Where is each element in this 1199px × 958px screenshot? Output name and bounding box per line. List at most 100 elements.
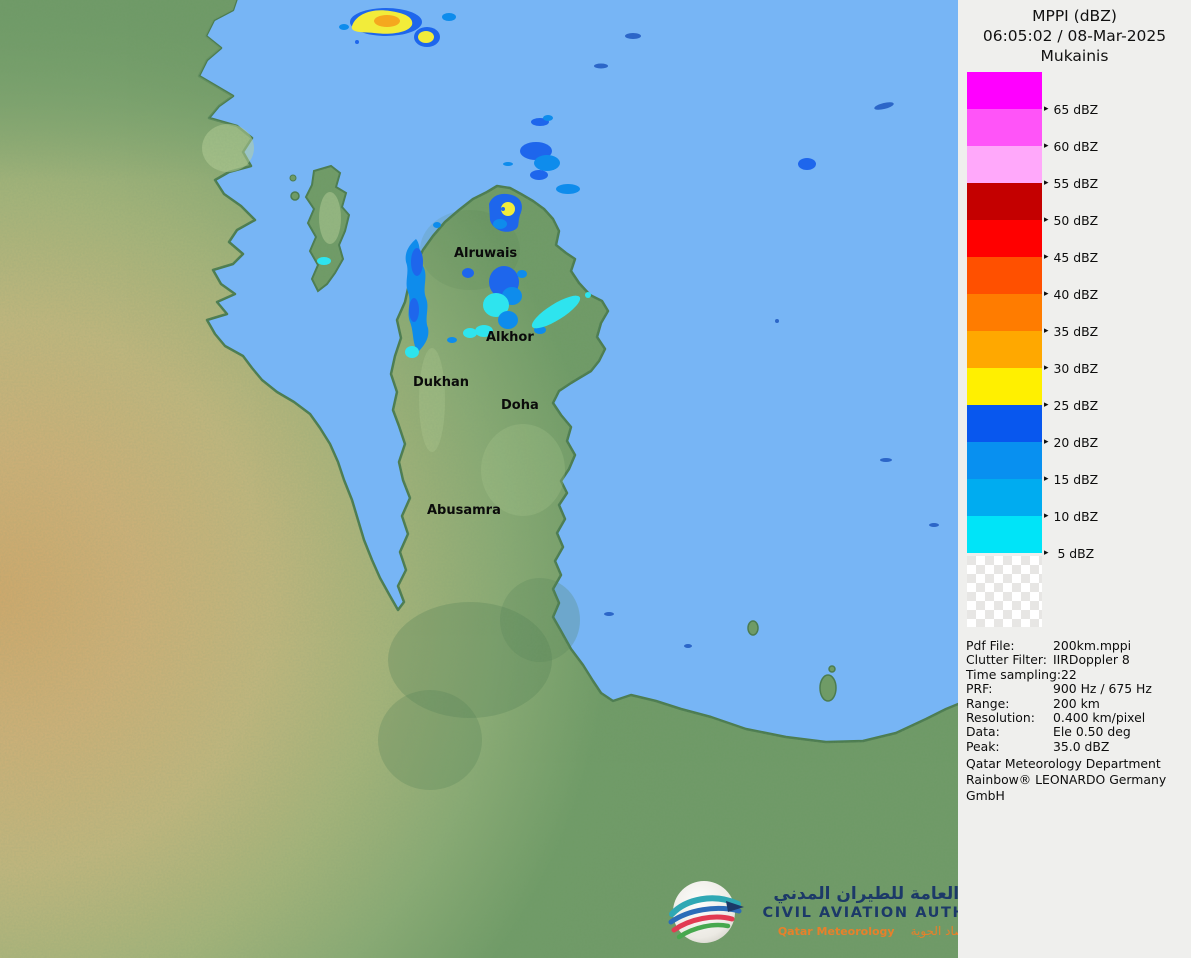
meta-value: IIRDoppler 8 xyxy=(1053,652,1130,668)
meta-label: Clutter Filter: xyxy=(966,652,1047,668)
legend-band-15-dbz xyxy=(967,442,1042,479)
legend-band-50-dbz xyxy=(967,183,1042,220)
radar-map-canvas: Alruwais Alkhor Dukhan Doha Abusamra الهيئة … xyxy=(0,0,1022,958)
legend-label-55-dbz: ▸ 55 dBZ xyxy=(1044,175,1098,191)
legend-label-text: 35 dBZ xyxy=(1053,323,1099,339)
legend-label-15-dbz: ▸ 15 dBZ xyxy=(1044,471,1098,487)
meta-label: PRF: xyxy=(966,681,993,697)
legend-band-45-dbz xyxy=(967,220,1042,257)
meta-row-pdf-file: Pdf File: 200km.mppi xyxy=(966,638,1191,653)
legend-label-50-dbz: ▸ 50 dBZ xyxy=(1044,212,1098,228)
scan-datetime: 06:05:02 / 08-Mar-2025 xyxy=(982,27,1167,45)
city-label-doha: Doha xyxy=(501,398,539,413)
legend-label-5-dbz: ▸ 5 dBZ xyxy=(1044,545,1094,561)
meta-value: 200km.mppi xyxy=(1053,638,1132,653)
legend-band-55-dbz xyxy=(967,146,1042,183)
meta-value: 22 xyxy=(1061,666,1077,682)
legend-tick-arrow-icon: ▸ xyxy=(1044,511,1049,521)
legend-no-data-checkerboard xyxy=(967,556,1042,627)
city-label-dukhan: Dukhan xyxy=(413,375,469,390)
legend-label-text: 30 dBZ xyxy=(1053,360,1099,376)
legend-band-25-dbz xyxy=(967,368,1042,405)
legend-tick-arrow-icon: ▸ xyxy=(1044,104,1049,114)
caa-globe-icon xyxy=(668,881,744,943)
legend-label-30-dbz: ▸ 30 dBZ xyxy=(1044,360,1098,376)
legend-label-60-dbz: ▸ 60 dBZ xyxy=(1044,138,1098,154)
caa-english-title: CIVIL AVIATION AUTHORITY xyxy=(762,905,1024,922)
radar-map-svg: Alruwais Alkhor Dukhan Doha Abusamra xyxy=(0,0,958,958)
legend-band-5-dbz xyxy=(967,516,1042,553)
qatar-meteorology-label: Qatar Meteorology xyxy=(777,924,895,938)
caa-arabic-title: الهيئة العامة للطيران المدني xyxy=(773,884,1013,905)
legend-label-45-dbz: ▸ 45 dBZ xyxy=(1044,249,1098,265)
legend-band-20-dbz xyxy=(967,405,1042,442)
legend-tick-arrow-icon: ▸ xyxy=(1044,400,1049,410)
legend-tick-arrow-icon: ▸ xyxy=(1044,141,1049,151)
legend-tick-arrow-icon: ▸ xyxy=(1044,178,1049,188)
legend-label-40-dbz: ▸ 40 dBZ xyxy=(1044,286,1098,302)
meta-row-data: Data: Ele 0.50 deg xyxy=(966,724,1191,740)
legend-label-text: 60 dBZ xyxy=(1053,138,1099,154)
credits: Qatar Meteorology Department Rainbow® LE… xyxy=(958,756,1191,804)
meta-label: Peak: xyxy=(966,738,1000,754)
product-header: MPPI (dBZ) 06:05:02 / 08-Mar-2025 Mukain… xyxy=(958,0,1191,66)
credit-department: Qatar Meteorology Department xyxy=(966,756,1161,772)
radar-echoes xyxy=(317,8,939,648)
meta-value: 35.0 dBZ xyxy=(1053,738,1110,754)
meta-row-time-sampling: Time sampling:22 xyxy=(966,666,1191,682)
radar-station-name: Mukainis xyxy=(1040,47,1109,65)
legend-label-text: 40 dBZ xyxy=(1053,286,1099,302)
dbz-color-legend: ▸ 65 dBZ ▸ 60 dBZ ▸ 55 dBZ ▸ 50 dBZ ▸ 45 dBZ ▸ 40 d… xyxy=(958,72,1191,630)
meta-value: 200 km xyxy=(1053,695,1100,711)
legend-label-65-dbz: ▸ 65 dBZ xyxy=(1044,101,1098,117)
legend-label-20-dbz: ▸ 20 dBZ xyxy=(1044,434,1098,450)
meta-label: Data: xyxy=(966,724,1000,740)
info-sidebar: MPPI (dBZ) 06:05:02 / 08-Mar-2025 Mukain… xyxy=(958,0,1191,958)
meta-label: Pdf File: xyxy=(966,638,1015,653)
legend-band-65-dbz xyxy=(967,72,1042,109)
legend-tick-arrow-icon: ▸ xyxy=(1044,289,1049,299)
legend-band-30-dbz xyxy=(967,331,1042,368)
right-edge-strip xyxy=(1191,0,1199,958)
legend-band-10-dbz xyxy=(967,479,1042,516)
legend-label-25-dbz: ▸ 25 dBZ xyxy=(1044,397,1098,413)
city-label-alruwais: Alruwais xyxy=(454,246,517,261)
legend-tick-arrow-icon: ▸ xyxy=(1044,363,1049,373)
legend-label-text: 45 dBZ xyxy=(1053,249,1099,265)
legend-label-text: 50 dBZ xyxy=(1053,212,1099,228)
city-label-alkhor: Alkhor xyxy=(486,330,534,345)
legend-label-text: 10 dBZ xyxy=(1053,508,1099,524)
legend-tick-arrow-icon: ▸ xyxy=(1044,252,1049,262)
meta-row-prf: PRF: 900 Hz / 675 Hz xyxy=(966,681,1191,697)
meta-row-clutter-filter: Clutter Filter: IIRDoppler 8 xyxy=(966,652,1191,668)
legend-label-text: 15 dBZ xyxy=(1053,471,1099,487)
city-label-abusamra: Abusamra xyxy=(427,503,501,518)
legend-tick-arrow-icon: ▸ xyxy=(1044,215,1049,225)
legend-label-text: 20 dBZ xyxy=(1053,434,1099,450)
meta-row-peak: Peak: 35.0 dBZ xyxy=(966,738,1191,754)
legend-tick-arrow-icon: ▸ xyxy=(1044,437,1049,447)
meta-row-range: Range: 200 km xyxy=(966,695,1191,711)
legend-label-text: 65 dBZ xyxy=(1053,101,1099,117)
meta-label: Range: xyxy=(966,695,1010,711)
meta-label: Time sampling: xyxy=(966,666,1062,682)
legend-label-text: 55 dBZ xyxy=(1053,175,1099,191)
legend-tick-arrow-icon: ▸ xyxy=(1044,326,1049,336)
legend-band-35-dbz xyxy=(967,294,1042,331)
legend-tick-arrow-icon: ▸ xyxy=(1044,548,1049,558)
meta-label: Resolution: xyxy=(966,710,1035,726)
legend-label-35-dbz: ▸ 35 dBZ xyxy=(1044,323,1098,339)
legend-band-40-dbz xyxy=(967,257,1042,294)
meta-value: 0.400 km/pixel xyxy=(1053,710,1146,726)
city-labels: Alruwais Alkhor Dukhan Doha Abusamra xyxy=(413,246,539,518)
legend-label-10-dbz: ▸ 10 dBZ xyxy=(1044,508,1098,524)
meta-row-resolution: Resolution: 0.400 km/pixel xyxy=(966,710,1191,726)
credit-software: Rainbow® LEONARDO Germany GmbH xyxy=(966,772,1167,804)
legend-band-60-dbz xyxy=(967,109,1042,146)
meta-value: Ele 0.50 deg xyxy=(1053,724,1131,740)
small-islands xyxy=(747,620,837,702)
product-name: MPPI (dBZ) xyxy=(1032,7,1117,25)
meta-value: 900 Hz / 675 Hz xyxy=(1053,681,1152,697)
scan-metadata: Pdf File: 200km.mppi Clutter Filter: IIRDop… xyxy=(958,638,1191,754)
